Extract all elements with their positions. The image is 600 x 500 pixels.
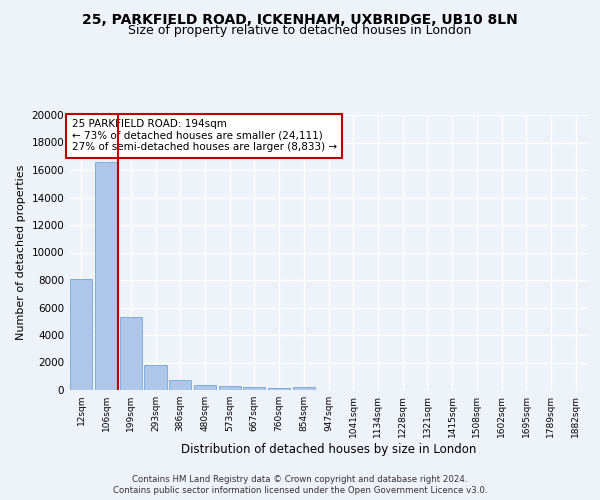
Bar [169,380,191,390]
Text: 25 PARKFIELD ROAD: 194sqm
← 73% of detached houses are smaller (24,111)
27% of s: 25 PARKFIELD ROAD: 194sqm ← 73% of detac… [71,119,337,152]
Bar [70,278,92,390]
Text: Size of property relative to detached houses in London: Size of property relative to detached ho… [128,24,472,37]
Bar [95,162,117,390]
Bar [145,364,167,390]
Bar [194,385,216,390]
Text: Contains HM Land Registry data © Crown copyright and database right 2024.: Contains HM Land Registry data © Crown c… [132,475,468,484]
Bar [243,387,265,390]
Bar [293,387,315,390]
Bar [119,317,142,390]
Y-axis label: Number of detached properties: Number of detached properties [16,165,26,340]
Bar [268,388,290,390]
Bar [218,386,241,390]
X-axis label: Distribution of detached houses by size in London: Distribution of detached houses by size … [181,442,476,456]
Text: 25, PARKFIELD ROAD, ICKENHAM, UXBRIDGE, UB10 8LN: 25, PARKFIELD ROAD, ICKENHAM, UXBRIDGE, … [82,12,518,26]
Text: Contains public sector information licensed under the Open Government Licence v3: Contains public sector information licen… [113,486,487,495]
